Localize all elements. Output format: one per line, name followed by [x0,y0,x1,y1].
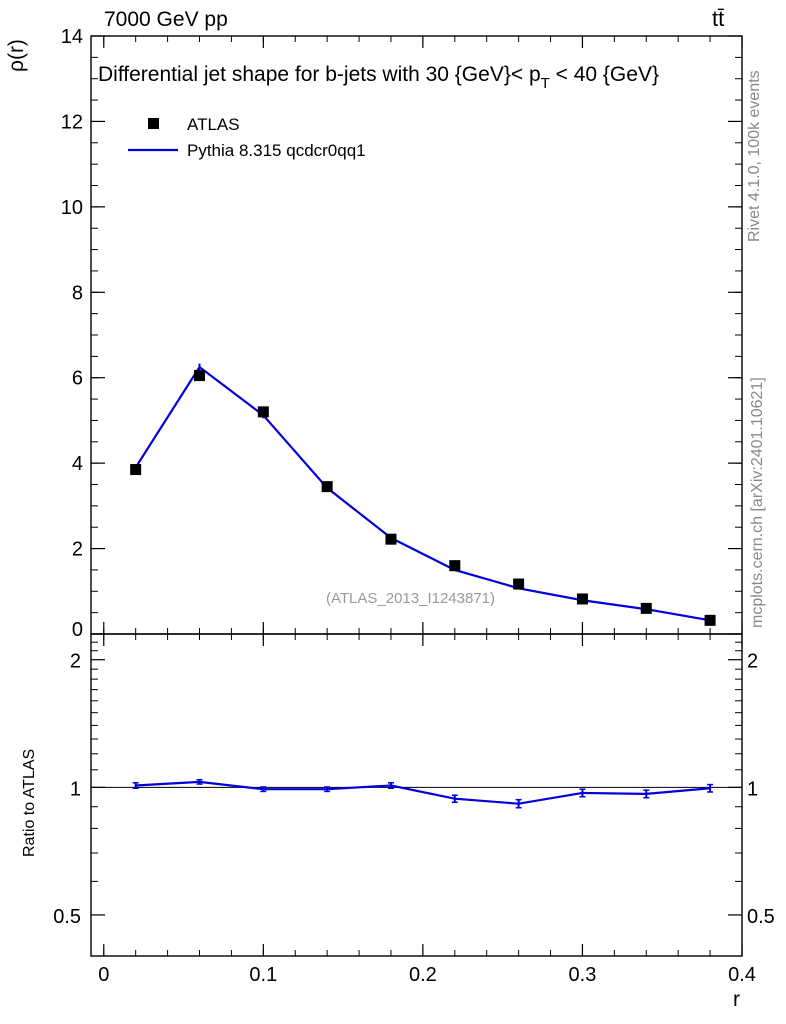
atlas-data-point [449,560,461,572]
x-tick-label: 0.2 [409,964,437,986]
analysis-tag: (ATLAS_2013_I1243871) [326,590,496,607]
chart-title: Differential jet shape for b-jets with 3… [98,63,659,92]
ratio-tick-label-right: 1 [747,778,758,800]
atlas-data-point [385,533,397,545]
ratio-y-axis-label: Ratio to ATLAS [21,748,38,857]
y-tick-label: 4 [72,453,83,475]
y-tick-label: 6 [72,368,83,390]
ratio-series-line [135,780,711,805]
y-tick-label: 0 [72,619,83,641]
chart-title-subscript: T [540,75,550,92]
ratio-plot-frame [90,633,743,957]
x-tick-label: 0.3 [569,964,597,986]
x-tick-label: 0.1 [249,964,277,986]
legend-atlas-marker [148,118,159,129]
chart-title-tail: < 40 {GeV} [549,63,659,86]
y-axis-label: ρ(r) [5,39,28,72]
atlas-data-point [576,593,588,605]
y-tick-label: 14 [61,26,83,48]
ratio-tick-label-left: 0.5 [53,906,81,928]
y-tick-label: 10 [61,197,83,219]
ratio-tick-label-right: 2 [747,651,758,673]
atlas-data-point [130,464,142,476]
rivet-version-label: Rivet 4.1.0, 100k events [746,70,763,242]
atlas-data-point [257,406,269,418]
y-tick-label: 8 [72,282,83,304]
legend-mc-label: Pythia 8.315 qcdcr0qq1 [187,141,366,160]
atlas-data-point [513,578,525,590]
header-right-label: tt̄ [712,6,725,31]
x-tick-label: 0 [98,964,109,986]
chart-title-main: Differential jet shape for b-jets with 3… [98,63,541,86]
x-tick-label: 0.4 [728,964,756,986]
ratio-tick-label-left: 2 [70,651,81,673]
mcplots-label: mcplots.cern.ch [arXiv:2401.10621] [749,377,766,628]
ratio-tick-label-left: 1 [70,778,81,800]
atlas-data-point [194,370,205,382]
y-tick-label: 2 [72,539,83,561]
mc-series-line [134,365,711,622]
y-tick-label: 12 [61,111,83,133]
legend-atlas-label: ATLAS [187,115,240,134]
atlas-data-point [640,602,652,614]
atlas-data-point [321,481,333,493]
atlas-data-point [704,614,716,626]
ratio-tick-label-right: 0.5 [747,906,775,928]
header-left-label: 7000 GeV pp [104,8,228,31]
x-axis-label: r [733,988,740,1011]
